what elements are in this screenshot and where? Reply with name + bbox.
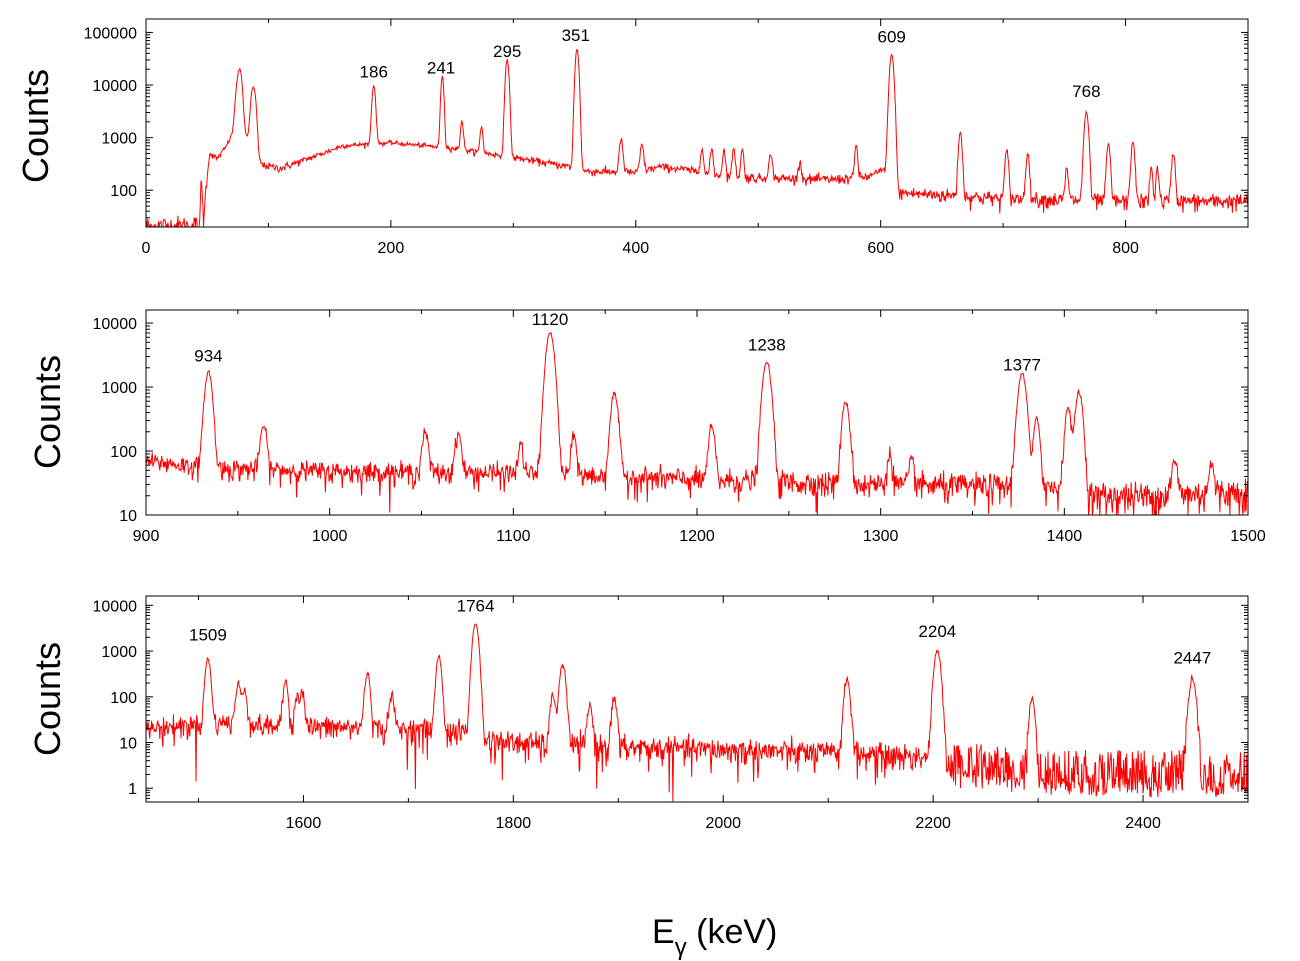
x-tick-label: 2200 <box>915 815 951 832</box>
panel-2: 900 1000 1100 1200 1300 1400 1500 10 100 1000 1000… <box>27 309 1266 545</box>
x-tick-label: 1600 <box>286 815 322 832</box>
y-tick-label: 10000 <box>93 78 138 95</box>
x-tick-label: 1400 <box>1047 528 1083 545</box>
peak-label: 1238 <box>748 335 786 354</box>
x-axis-label-subscript: γ <box>675 934 687 961</box>
spectrum-line <box>146 623 1248 802</box>
y-tick-label: 100 <box>110 183 137 200</box>
y-tick-label: 1 <box>128 781 137 798</box>
y-tick-label: 1000 <box>101 644 137 661</box>
x-tick-label: 600 <box>867 240 894 257</box>
peak-label: 186 <box>360 62 388 81</box>
panel-3: 1600 1800 2000 2200 2400 1 10 100 1000 10000 Count… <box>27 595 1249 832</box>
x-axis-label-symbol: E <box>652 913 675 951</box>
x-tick-label: 1200 <box>679 528 715 545</box>
x-tick-label: 2400 <box>1125 815 1161 832</box>
peak-label: 768 <box>1072 82 1100 101</box>
y-tick-label: 100 <box>110 690 137 707</box>
x-tick-label: 2000 <box>705 815 741 832</box>
x-tick-label: 400 <box>622 240 649 257</box>
x-tick-label: 800 <box>1112 240 1139 257</box>
y-tick-label: 1000 <box>101 380 137 397</box>
x-axis-label: Eγ (keV) <box>652 913 777 961</box>
peak-label: 351 <box>562 26 590 45</box>
y-tick-label: 10 <box>119 736 137 753</box>
peak-label: 1377 <box>1003 355 1041 374</box>
peak-label: 241 <box>427 59 455 78</box>
y-tick-label: 100000 <box>84 25 137 42</box>
spectrum-line <box>146 331 1248 515</box>
plot-frame <box>145 18 1249 228</box>
peak-label: 1509 <box>189 626 227 645</box>
x-tick-label: 1500 <box>1230 528 1266 545</box>
y-tick-label: 10000 <box>93 598 138 615</box>
peak-label: 2204 <box>918 622 956 641</box>
peak-label: 1120 <box>532 310 569 329</box>
spectrum-panels: 0 200 400 600 800 100 1000 10000 100000 Counts 186… <box>15 18 1266 832</box>
y-tick-label: 10000 <box>93 316 138 333</box>
plot-frame <box>145 595 1249 803</box>
x-axis-label-unit: (keV) <box>687 913 778 951</box>
y-tick-label: 1000 <box>101 131 137 148</box>
x-tick-label: 1100 <box>496 528 531 545</box>
y-tick-label: 10 <box>119 508 137 525</box>
y-tick-label: 100 <box>110 444 137 461</box>
peak-label: 1764 <box>457 597 495 616</box>
x-tick-label: 1300 <box>863 528 899 545</box>
panel-1: 0 200 400 600 800 100 1000 10000 100000 Counts 186… <box>15 18 1249 257</box>
y-axis-label: Counts <box>15 69 56 183</box>
y-axis-label: Counts <box>27 355 68 469</box>
x-tick-label: 0 <box>142 240 151 257</box>
x-tick-label: 1800 <box>496 815 532 832</box>
y-axis-label: Counts <box>27 642 68 756</box>
peak-label: 2447 <box>1173 649 1211 668</box>
peak-label: 295 <box>493 42 521 61</box>
peak-label: 609 <box>877 28 905 47</box>
x-tick-label: 900 <box>133 528 160 545</box>
x-tick-label: 1000 <box>312 528 348 545</box>
peak-label: 934 <box>194 347 222 366</box>
x-tick-label: 200 <box>378 240 405 257</box>
spectrum-line <box>146 48 1248 227</box>
